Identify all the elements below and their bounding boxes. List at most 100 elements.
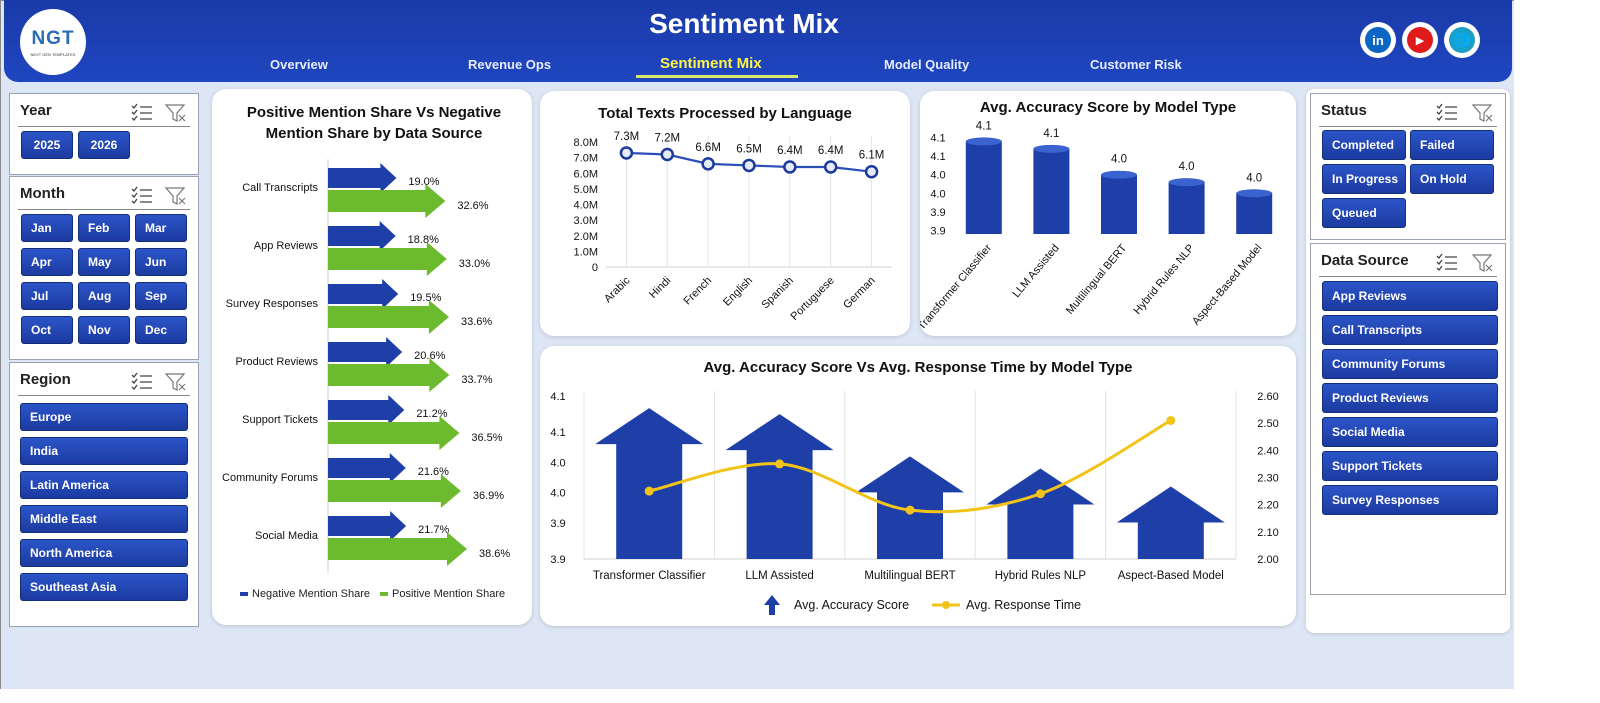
source-social-media-button[interactable]: Social Media xyxy=(1322,417,1498,447)
source-app-reviews-button[interactable]: App Reviews xyxy=(1322,281,1498,311)
status-in-progress-button[interactable]: In Progress xyxy=(1322,164,1406,194)
y-right-tick-label: 2.10 xyxy=(1257,527,1278,539)
slicer-divider xyxy=(18,209,190,210)
accuracy-bar-top xyxy=(1101,170,1137,179)
region-north-america-button[interactable]: North America xyxy=(20,539,188,567)
category-label: German xyxy=(841,275,878,312)
status-completed-button[interactable]: Completed xyxy=(1322,130,1406,160)
multi-select-icon[interactable] xyxy=(130,372,154,390)
month-nov-button[interactable]: Nov xyxy=(78,316,130,344)
clear-filter-icon[interactable] xyxy=(164,103,188,123)
category-label: Hindi xyxy=(647,275,673,301)
multi-select-icon[interactable] xyxy=(130,103,154,121)
data-label: 4.0 xyxy=(1246,172,1262,184)
y-tick-label: 4.1 xyxy=(930,151,945,163)
accuracy-arrow-bar xyxy=(725,414,834,559)
youtube-button[interactable]: ▶ xyxy=(1402,22,1438,58)
positive-share-bar xyxy=(328,358,450,392)
y-tick-label: 4.0 xyxy=(930,170,945,182)
source-product-reviews-button[interactable]: Product Reviews xyxy=(1322,383,1498,413)
status-slicer: Status Completed Failed In Progress On H… xyxy=(1310,93,1506,240)
status-failed-button[interactable]: Failed xyxy=(1410,130,1494,160)
accuracy-bar-top xyxy=(1236,189,1273,198)
data-label: 6.4M xyxy=(777,145,803,157)
clear-filter-icon[interactable] xyxy=(164,372,188,392)
category-label: Hybrid Rules NLP xyxy=(1132,242,1197,317)
y-left-tick-label: 3.9 xyxy=(550,554,565,566)
year-2026-button[interactable]: 2026 xyxy=(78,131,130,159)
month-jan-button[interactable]: Jan xyxy=(21,214,73,242)
website-button[interactable]: 🌐 xyxy=(1444,22,1480,58)
clear-filter-icon[interactable] xyxy=(1471,103,1495,123)
month-mar-button[interactable]: Mar xyxy=(135,214,187,242)
month-dec-button[interactable]: Dec xyxy=(135,316,187,344)
nav-model-quality[interactable]: Model Quality xyxy=(884,57,970,72)
month-may-button[interactable]: May xyxy=(78,248,130,276)
negative-share-bar xyxy=(328,163,397,193)
multi-select-icon[interactable] xyxy=(1435,103,1459,121)
source-support-tickets-button[interactable]: Support Tickets xyxy=(1322,451,1498,481)
region-middle-east-button[interactable]: Middle East xyxy=(20,505,188,533)
nav-sentiment-mix[interactable]: Sentiment Mix xyxy=(660,55,762,72)
y-tick-label: 6.0M xyxy=(574,168,598,180)
status-on-hold-button[interactable]: On Hold xyxy=(1410,164,1494,194)
data-source-slicer-title: Data Source xyxy=(1321,252,1409,269)
category-label: Support Tickets xyxy=(242,414,318,426)
nav-customer-risk[interactable]: Customer Risk xyxy=(1090,57,1182,72)
month-sep-button[interactable]: Sep xyxy=(135,282,187,310)
clear-filter-icon[interactable] xyxy=(1471,253,1495,273)
region-latin-america-button[interactable]: Latin America xyxy=(20,471,188,499)
source-call-transcripts-button[interactable]: Call Transcripts xyxy=(1322,315,1498,345)
status-queued-button[interactable]: Queued xyxy=(1322,198,1406,228)
category-label: Spanish xyxy=(759,275,796,312)
month-jul-button[interactable]: Jul xyxy=(21,282,73,310)
data-label: 6.1M xyxy=(859,150,885,162)
negative-share-label: 19.0% xyxy=(408,176,439,188)
month-jun-button[interactable]: Jun xyxy=(135,248,187,276)
region-slicer-title: Region xyxy=(20,371,71,388)
multi-select-icon[interactable] xyxy=(1435,253,1459,271)
negative-share-bar xyxy=(328,395,405,425)
category-label: App Reviews xyxy=(254,240,319,252)
linkedin-button[interactable]: in xyxy=(1360,22,1396,58)
language-point xyxy=(619,146,634,160)
accuracy-arrow-bar xyxy=(595,408,704,559)
legend-label-accuracy: Avg. Accuracy Score xyxy=(794,598,909,612)
year-2025-button[interactable]: 2025 xyxy=(21,131,73,159)
category-label: Hybrid Rules NLP xyxy=(995,570,1087,582)
month-feb-button[interactable]: Feb xyxy=(78,214,130,242)
data-label: 4.1 xyxy=(1043,128,1059,140)
y-right-tick-label: 2.40 xyxy=(1257,445,1278,457)
month-apr-button[interactable]: Apr xyxy=(21,248,73,276)
data-label: 6.5M xyxy=(736,143,762,155)
legend-label-negative: Negative Mention Share xyxy=(252,588,370,600)
region-india-button[interactable]: India xyxy=(20,437,188,465)
source-survey-responses-button[interactable]: Survey Responses xyxy=(1322,485,1498,515)
nav-revenue-ops[interactable]: Revenue Ops xyxy=(468,57,552,72)
category-label: LLM Assisted xyxy=(745,570,813,582)
ngt-logo[interactable]: NGT NEXT GEN TEMPLATES xyxy=(20,9,86,75)
source-community-forums-button[interactable]: Community Forums xyxy=(1322,349,1498,379)
bottom-margin xyxy=(0,689,1600,703)
category-label: Survey Responses xyxy=(226,298,319,310)
accuracy-bar xyxy=(1101,174,1137,234)
negative-share-label: 20.6% xyxy=(414,350,445,362)
negative-share-label: 21.7% xyxy=(418,524,449,536)
y-left-tick-label: 3.9 xyxy=(550,518,565,530)
category-label: Multilingual BERT xyxy=(1064,242,1129,317)
y-tick-label: 4.0M xyxy=(574,200,598,212)
year-slicer: Year 2025 2026 xyxy=(9,93,199,175)
nav-overview[interactable]: Overview xyxy=(270,57,328,72)
month-oct-button[interactable]: Oct xyxy=(21,316,73,344)
region-southeast-asia-button[interactable]: Southeast Asia xyxy=(20,573,188,601)
positive-share-label: 36.5% xyxy=(471,432,502,444)
region-europe-button[interactable]: Europe xyxy=(20,403,188,431)
category-label: Portuguese xyxy=(789,275,837,323)
mention-share-chart: Call Transcripts 19.0% 32.6% App Reviews 18.… xyxy=(222,159,510,600)
month-aug-button[interactable]: Aug xyxy=(78,282,130,310)
legend-swatch-accuracy xyxy=(764,595,780,615)
accuracy-by-model-title: Avg. Accuracy Score by Model Type xyxy=(979,99,1237,116)
multi-select-icon[interactable] xyxy=(130,186,154,204)
clear-filter-icon[interactable] xyxy=(164,186,188,206)
y-left-tick-label: 4.0 xyxy=(550,488,565,500)
